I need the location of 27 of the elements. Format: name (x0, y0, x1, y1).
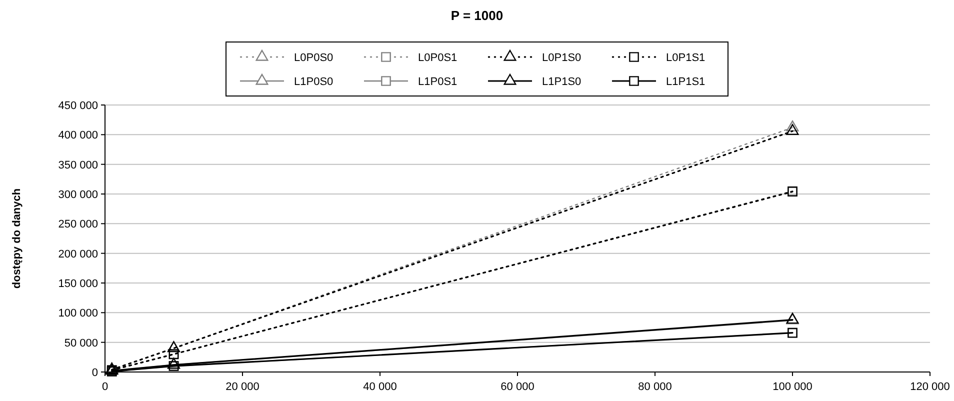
y-axis-title: dostępy do danych (11, 188, 23, 289)
legend-label: L1P0S0 (294, 76, 334, 88)
legend-label: L1P1S1 (666, 76, 706, 88)
x-tick-label: 120 000 (910, 381, 950, 393)
y-tick-label: 150 000 (58, 278, 98, 290)
y-tick-label: 50 000 (64, 337, 98, 350)
x-tick-label: 100 000 (772, 381, 812, 393)
y-tick-label: 300 000 (58, 189, 98, 201)
y-tick-label: 250 000 (58, 218, 98, 231)
y-tick-label: 100 000 (58, 308, 98, 320)
y-tick-label: 400 000 (58, 130, 98, 142)
legend-label: L0P1S1 (666, 52, 706, 64)
x-tick-label: 0 (102, 381, 108, 393)
x-tick-label: 80 000 (638, 381, 672, 393)
y-tick-label: 0 (92, 367, 98, 379)
x-tick-label: 60 000 (500, 381, 534, 393)
legend-label: L0P0S0 (294, 52, 334, 64)
legend-label: L0P0S1 (418, 52, 458, 64)
y-tick-label: 450 000 (58, 100, 98, 112)
x-tick-label: 40 000 (363, 381, 397, 393)
x-tick-label: 20 000 (226, 381, 260, 393)
legend-label: L1P0S1 (418, 76, 458, 88)
y-tick-label: 350 000 (58, 159, 98, 172)
y-tick-label: 200 000 (58, 248, 98, 260)
chart-title: P = 1000 (450, 8, 504, 23)
legend-label: L1P1S0 (542, 76, 582, 88)
legend-label: L0P1S0 (542, 52, 582, 64)
